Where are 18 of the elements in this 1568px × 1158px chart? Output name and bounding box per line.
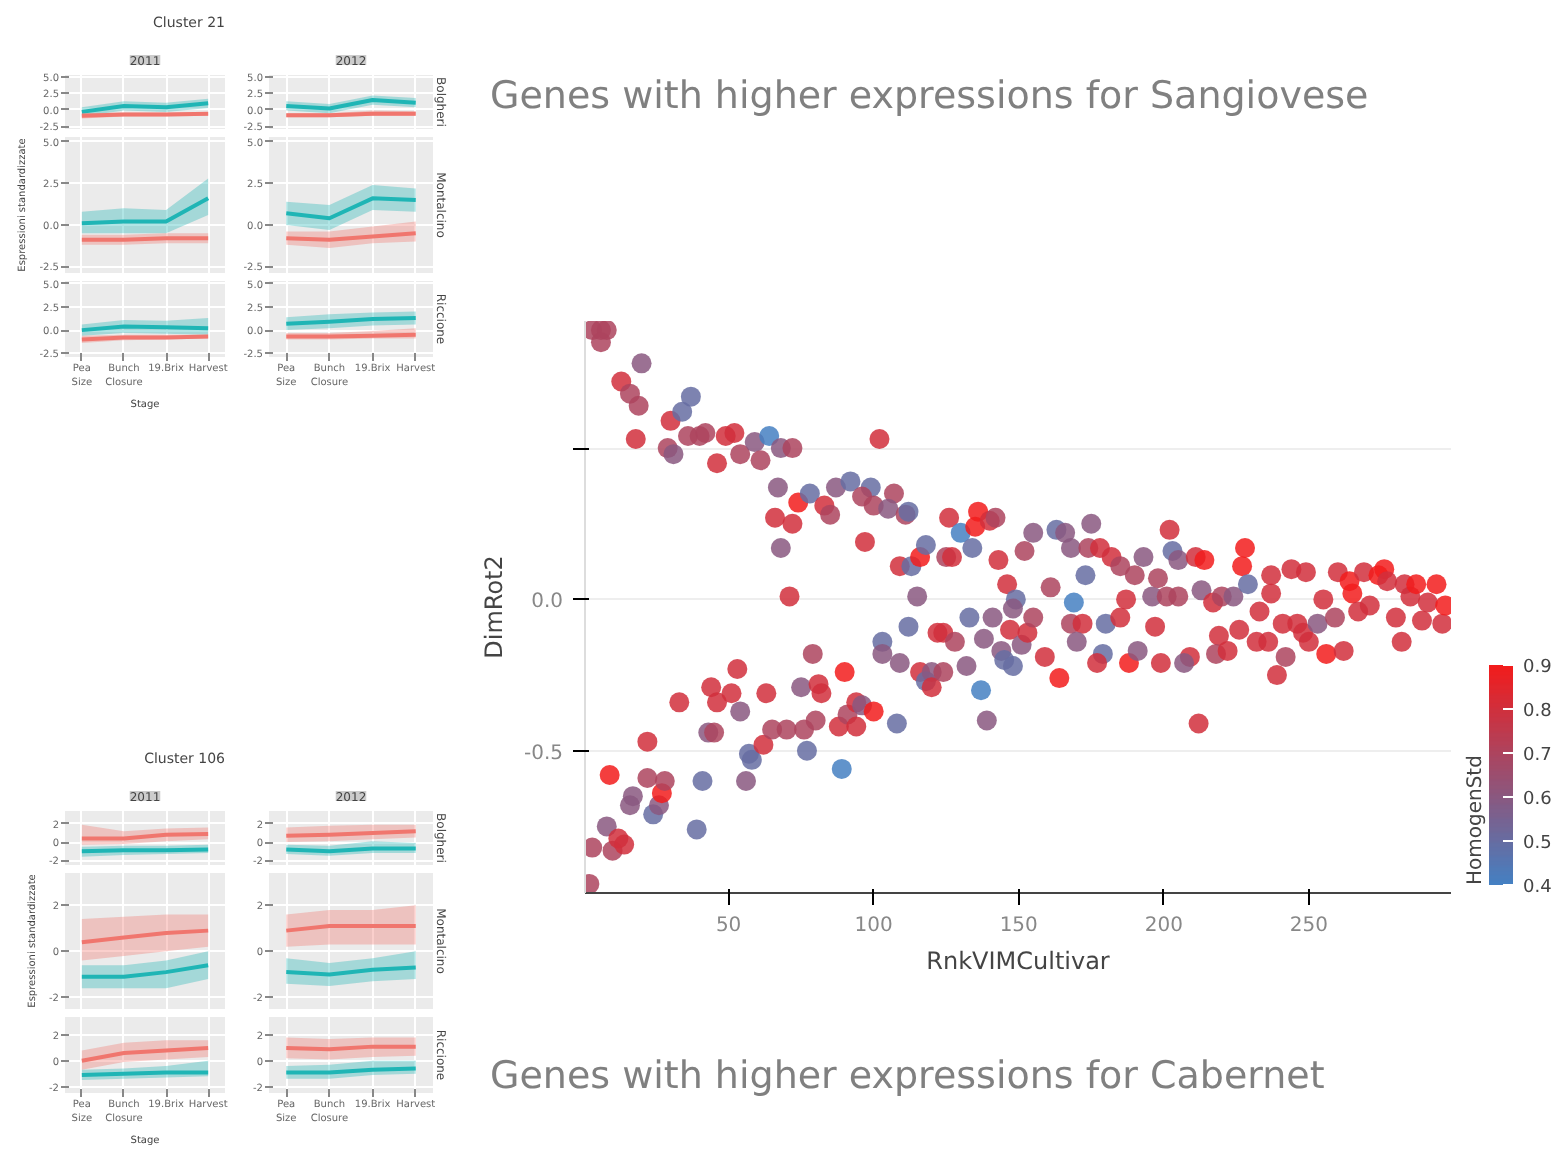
y-axis-title: DimRot2: [479, 555, 508, 659]
x-tick-label: 150: [999, 915, 1038, 937]
y-tick-label: -0.5: [523, 742, 564, 765]
color-bar-label: 0.8: [1523, 702, 1553, 722]
x-tick-label: 50: [715, 915, 742, 937]
text: Genes with higher expressions for Sangiovese: [490, 72, 1369, 122]
color-bar-label: 0.5: [1523, 834, 1552, 854]
color-bar-label: 0.6: [1523, 790, 1553, 810]
color-bar-title: HomogenStd: [1465, 755, 1487, 885]
x-tick-label: 100: [854, 915, 893, 937]
text: Genes with higher expressions for Cabernet: [490, 1052, 1325, 1102]
color-bar-label: 0.9: [1523, 658, 1553, 678]
x-tick-label: 250: [1289, 915, 1328, 937]
y-tick-label: 0.0: [531, 591, 564, 614]
color-bar-label: 0.4: [1523, 878, 1553, 898]
x-axis-title: RnkVIMCultivar: [926, 947, 1110, 975]
color-bar-label: 0.7: [1523, 746, 1552, 766]
x-tick-label: 200: [1144, 915, 1183, 937]
